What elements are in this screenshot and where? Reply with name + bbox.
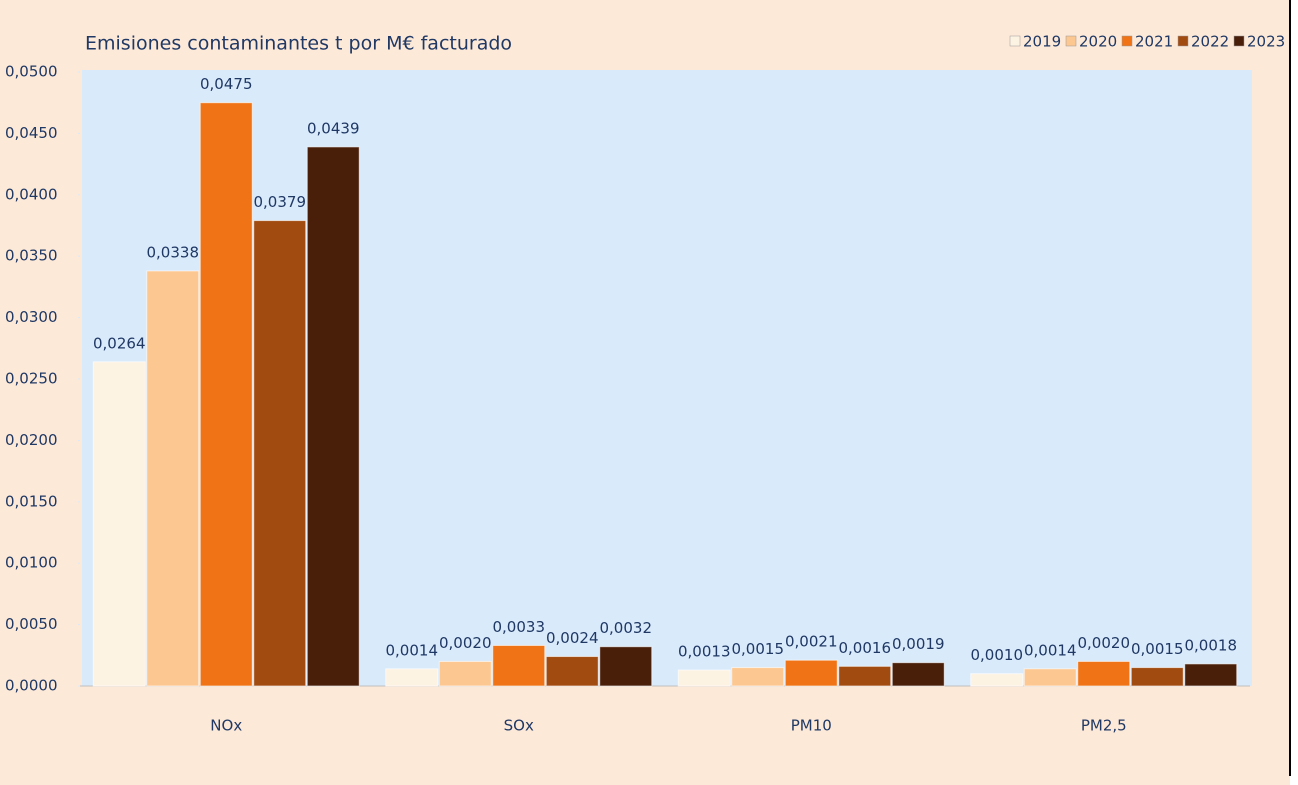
x-tick-label: NOx	[210, 717, 242, 735]
bar	[306, 146, 360, 687]
value-label: 0,0014	[386, 641, 439, 659]
value-label: 0,0379	[254, 193, 307, 211]
bar	[492, 644, 546, 687]
y-tick-label: 0,0100	[5, 554, 58, 572]
legend-label: 2020	[1079, 33, 1117, 51]
bar	[438, 660, 492, 687]
bar	[970, 673, 1024, 687]
value-label: 0,0018	[1185, 636, 1238, 654]
x-tick-label: PM2,5	[1081, 717, 1127, 735]
legend-swatch	[1065, 35, 1077, 47]
x-tick-label: PM10	[791, 717, 832, 735]
y-tick-label: 0,0400	[5, 185, 58, 203]
value-label: 0,0024	[546, 629, 599, 647]
bar	[199, 102, 253, 687]
legend-swatch	[1177, 35, 1189, 47]
legend-swatch	[1233, 35, 1245, 47]
bar	[1184, 663, 1238, 687]
bar	[253, 220, 307, 687]
y-tick-label: 0,0450	[5, 124, 58, 142]
y-tick-label: 0,0050	[5, 615, 58, 633]
legend-swatch	[1009, 35, 1021, 47]
value-label: 0,0439	[307, 119, 360, 137]
legend-label: 2021	[1135, 33, 1173, 51]
value-label: 0,0015	[1131, 640, 1184, 658]
bar	[599, 646, 653, 687]
value-label: 0,0032	[600, 619, 653, 637]
bar	[731, 667, 785, 687]
legend-label: 2023	[1247, 33, 1285, 51]
legend-label: 2022	[1191, 33, 1229, 51]
bar	[784, 659, 838, 687]
value-label: 0,0020	[439, 634, 492, 652]
bar	[385, 668, 439, 687]
value-label: 0,0475	[200, 75, 253, 93]
bar	[891, 662, 945, 687]
legend-swatch	[1121, 35, 1133, 47]
bar	[146, 270, 200, 687]
value-label: 0,0019	[892, 635, 945, 653]
y-tick-label: 0,0300	[5, 308, 58, 326]
value-label: 0,0014	[1024, 641, 1077, 659]
y-tick-label: 0,0200	[5, 431, 58, 449]
bar	[838, 665, 892, 687]
value-label: 0,0020	[1078, 634, 1131, 652]
bar	[92, 361, 146, 687]
value-label: 0,0021	[785, 633, 838, 651]
value-label: 0,0338	[147, 243, 200, 261]
value-label: 0,0016	[839, 639, 892, 657]
value-label: 0,0013	[678, 643, 731, 661]
bar	[677, 669, 731, 687]
y-tick-label: 0,0000	[5, 677, 58, 695]
y-tick-label: 0,0150	[5, 492, 58, 510]
value-label: 0,0264	[93, 334, 146, 352]
value-label: 0,0010	[971, 646, 1024, 664]
value-label: 0,0015	[732, 640, 785, 658]
y-tick-label: 0,0250	[5, 370, 58, 388]
bar	[1023, 668, 1077, 687]
bar	[1130, 667, 1184, 687]
legend-label: 2019	[1023, 33, 1061, 51]
chart-title: Emisiones contaminantes t por M€ factura…	[85, 33, 512, 55]
value-label: 0,0033	[493, 618, 546, 636]
bar	[1077, 660, 1131, 687]
y-tick-label: 0,0500	[5, 63, 58, 81]
y-tick-label: 0,0350	[5, 247, 58, 265]
bar	[545, 656, 599, 687]
x-tick-label: SOx	[504, 717, 534, 735]
